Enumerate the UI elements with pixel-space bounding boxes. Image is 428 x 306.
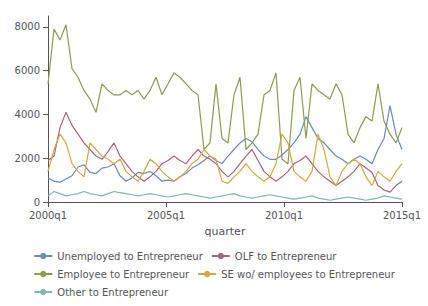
svg-text:2015q1: 2015q1 [383,210,421,221]
svg-text:6000: 6000 [15,65,40,76]
svg-text:SE wo/ employees to Entreprene: SE wo/ employees to Entrepreneur [221,269,395,280]
svg-text:2010q1: 2010q1 [265,210,303,221]
svg-text:Employee to Entrepreneur: Employee to Entrepreneur [57,269,190,280]
svg-text:8000: 8000 [15,21,40,32]
svg-text:Unemployed to Entrepreneur: Unemployed to Entrepreneur [57,251,203,262]
svg-text:4000: 4000 [15,109,40,120]
svg-text:quarter: quarter [205,225,246,238]
svg-text:2005q1: 2005q1 [147,210,185,221]
svg-text:OLF to Entrepreneur: OLF to Entrepreneur [235,251,337,262]
svg-text:2000q1: 2000q1 [29,210,67,221]
svg-text:0: 0 [34,197,40,208]
svg-text:Other to Entrepreneur: Other to Entrepreneur [57,287,169,298]
svg-text:2000: 2000 [15,153,40,164]
